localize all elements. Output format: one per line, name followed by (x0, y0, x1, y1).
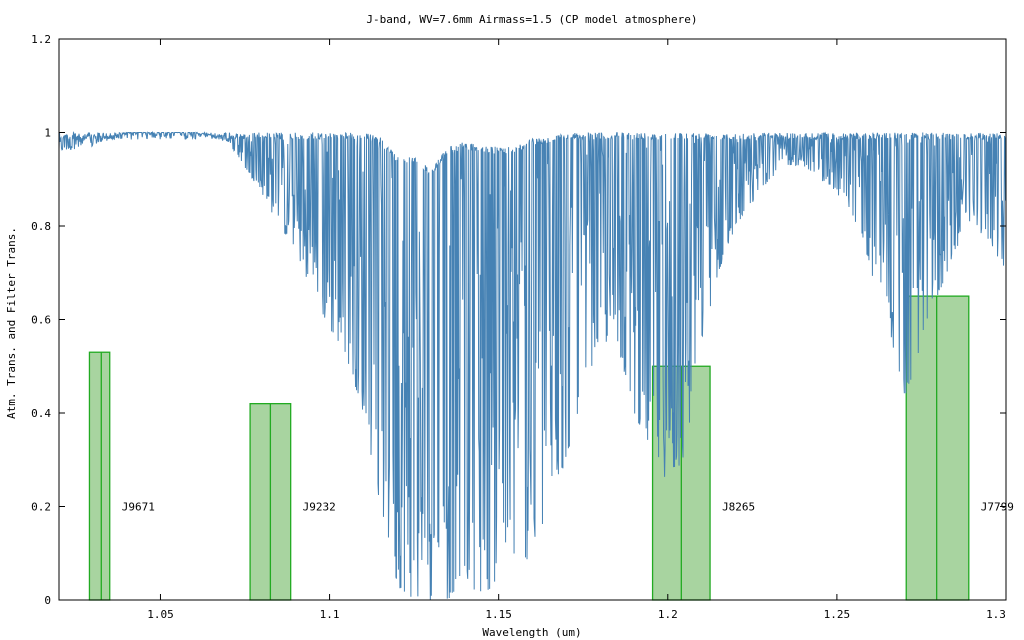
y-tick-label: 1.2 (31, 33, 51, 46)
y-tick-label: 0 (44, 594, 51, 607)
plot-frame (58, 38, 1007, 601)
y-tick-label: 1 (44, 127, 51, 140)
atmosphere-transmission-line (58, 130, 1007, 600)
filter-band-3 (905, 295, 970, 601)
y-tick-label: 0.6 (31, 314, 51, 327)
y-tick-label: 0.4 (31, 407, 51, 420)
x-tick-label: 1.1 (320, 608, 340, 621)
y-tick-label: 0.2 (31, 501, 51, 514)
axis-ticks: 0 0.2 0.4 0.6 0.8 1 1.2 1.05 1.1 1.15 1.2 1.25 1.3 (31, 33, 1007, 621)
y-tick-label: 0.8 (31, 220, 51, 233)
filter-labels: J9671 J9232 J8265 J7799 (122, 501, 1014, 514)
x-tick-label: 1.25 (824, 608, 851, 621)
x-tick-label: 1.05 (147, 608, 174, 621)
chart-title: J-band, WV=7.6mm Airmass=1.5 (CP model a… (366, 13, 697, 26)
filter-band-0 (88, 351, 111, 601)
y-axis-label: Atm. Trans. and Filter Trans. (5, 227, 18, 419)
x-tick-label: 1.3 (986, 608, 1006, 621)
x-axis-label: Wavelength (um) (482, 626, 581, 639)
filter-label-3: J7799 (981, 501, 1014, 514)
filter-label-2: J8265 (722, 501, 755, 514)
filter-label-1: J9232 (303, 501, 336, 514)
filter-bands (88, 295, 970, 601)
x-tick-label: 1.15 (485, 608, 512, 621)
filter-label-0: J9671 (122, 501, 155, 514)
x-tick-label: 1.2 (658, 608, 678, 621)
